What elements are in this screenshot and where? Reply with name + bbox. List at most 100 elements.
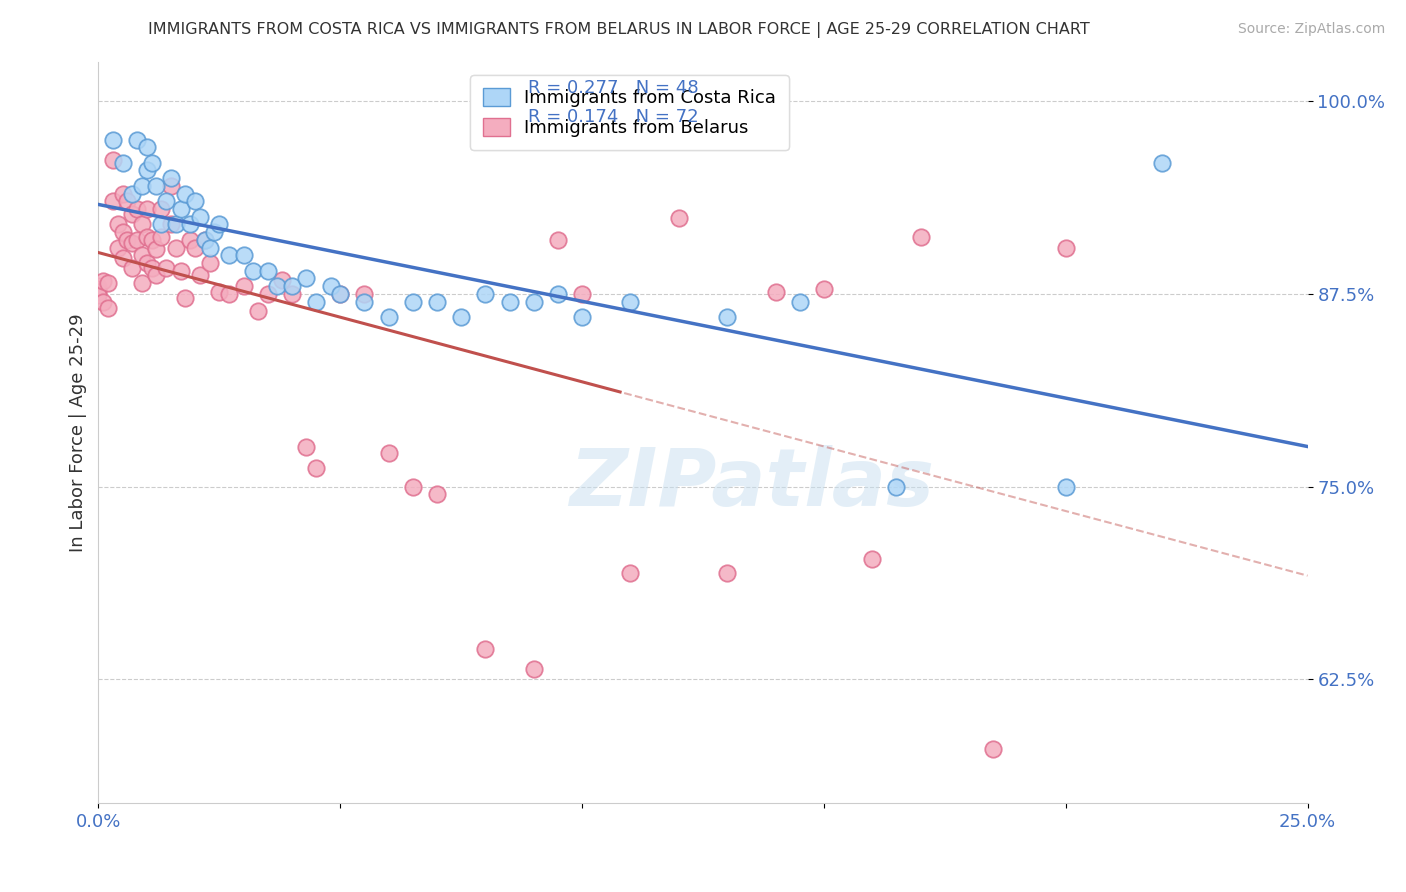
Point <box>145 178 167 193</box>
Point <box>474 286 496 301</box>
Point <box>101 132 124 146</box>
Point <box>131 218 153 232</box>
Point <box>150 229 173 244</box>
Point <box>295 271 318 285</box>
Point <box>101 194 124 209</box>
Point <box>121 186 143 201</box>
Point <box>353 294 375 309</box>
Point <box>813 282 835 296</box>
Point <box>1054 480 1077 494</box>
Point <box>523 294 546 309</box>
Point <box>169 202 191 216</box>
Point <box>668 211 690 226</box>
Point <box>474 641 496 656</box>
Point <box>150 202 173 216</box>
Point <box>910 229 932 244</box>
Point <box>218 248 240 262</box>
Point <box>281 286 304 301</box>
Point <box>131 276 153 290</box>
Point <box>179 233 201 247</box>
Point <box>402 294 425 309</box>
Point <box>232 279 254 293</box>
Point <box>107 218 129 232</box>
Point <box>256 286 278 301</box>
Point <box>160 178 183 193</box>
Point <box>165 240 187 254</box>
Point <box>121 206 143 220</box>
Point <box>135 256 157 270</box>
Point <box>127 132 149 146</box>
Point <box>155 260 177 275</box>
Point <box>329 286 352 301</box>
Point <box>107 240 129 254</box>
Point <box>141 233 163 247</box>
Y-axis label: In Labor Force | Age 25-29: In Labor Force | Age 25-29 <box>69 313 87 552</box>
Point <box>141 155 163 169</box>
Point <box>716 566 738 580</box>
Point <box>131 248 153 262</box>
Point <box>194 233 217 247</box>
Text: R = 0.174   N = 72: R = 0.174 N = 72 <box>527 108 699 127</box>
Point <box>135 163 157 178</box>
Point <box>860 552 883 566</box>
Point <box>127 202 149 216</box>
Point <box>426 294 449 309</box>
Point <box>886 480 908 494</box>
Point <box>184 240 207 254</box>
Point <box>121 260 143 275</box>
Point <box>232 248 254 262</box>
Point <box>145 242 167 256</box>
Point <box>97 276 120 290</box>
Point <box>619 294 641 309</box>
Point <box>194 233 217 247</box>
Point <box>547 286 569 301</box>
Point <box>377 445 399 459</box>
Point <box>329 286 352 301</box>
Point <box>789 294 811 309</box>
Text: ZIPatlas: ZIPatlas <box>569 445 934 524</box>
Text: R = 0.277   N = 48: R = 0.277 N = 48 <box>527 78 699 96</box>
Point <box>547 233 569 247</box>
Point <box>97 301 120 315</box>
Point <box>184 194 207 209</box>
Point <box>127 233 149 247</box>
Point <box>160 171 183 186</box>
Point <box>150 218 173 232</box>
Point <box>169 263 191 277</box>
Point <box>242 263 264 277</box>
Point <box>1054 240 1077 254</box>
Point <box>305 294 328 309</box>
Point <box>266 279 288 293</box>
Point <box>353 286 375 301</box>
Point <box>135 202 157 216</box>
Point <box>198 256 221 270</box>
Point <box>426 487 449 501</box>
Point <box>281 279 304 293</box>
Point <box>101 153 124 167</box>
Text: IMMIGRANTS FROM COSTA RICA VS IMMIGRANTS FROM BELARUS IN LABOR FORCE | AGE 25-29: IMMIGRANTS FROM COSTA RICA VS IMMIGRANTS… <box>148 22 1090 38</box>
Point <box>981 741 1004 756</box>
Point <box>198 240 221 254</box>
Point <box>111 155 134 169</box>
Point <box>295 440 318 454</box>
Point <box>305 461 328 475</box>
Point <box>121 235 143 250</box>
Point <box>165 218 187 232</box>
Legend: Immigrants from Costa Rica, Immigrants from Belarus: Immigrants from Costa Rica, Immigrants f… <box>470 75 789 150</box>
Point <box>571 286 593 301</box>
Point <box>208 285 231 300</box>
Point <box>111 225 134 239</box>
Point <box>131 178 153 193</box>
Point <box>377 310 399 324</box>
Point <box>619 566 641 580</box>
Point <box>716 310 738 324</box>
Point <box>160 218 183 232</box>
Point <box>571 310 593 324</box>
Point <box>87 282 110 296</box>
Point <box>271 273 294 287</box>
Point <box>141 260 163 275</box>
Point <box>765 285 787 300</box>
Point <box>1152 155 1174 169</box>
Point <box>117 194 139 209</box>
Point <box>87 285 110 300</box>
